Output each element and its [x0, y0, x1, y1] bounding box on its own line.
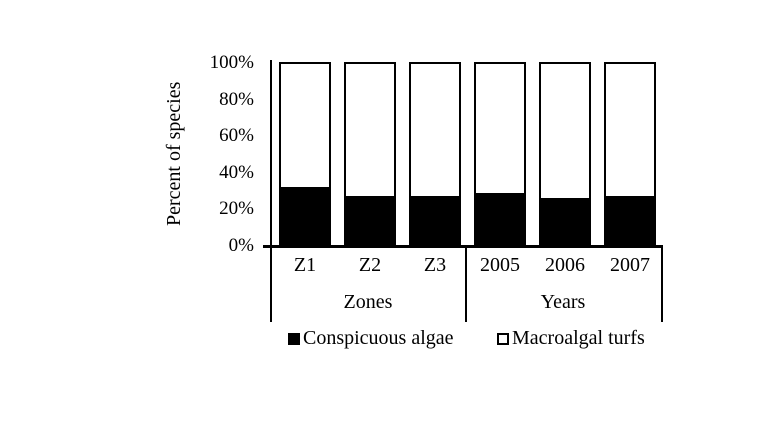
y-tick-label: 80%	[219, 88, 254, 110]
legend-item: Macroalgal turfs	[497, 327, 645, 350]
legend: Conspicuous algae Macroalgal turfs	[0, 327, 775, 351]
bar-2007	[604, 62, 656, 245]
y-tick-label: 40%	[219, 161, 254, 183]
group-separator-line	[465, 248, 467, 322]
bar-segment-conspicuous-algae	[345, 196, 395, 244]
bar-segment-conspicuous-algae	[475, 192, 525, 244]
x-axis-line	[270, 245, 663, 248]
y-axis-zero-tick	[263, 245, 270, 248]
category-label-2006: 2006	[545, 254, 585, 276]
bar-Z2	[344, 62, 396, 245]
y-tick-label: 100%	[209, 52, 254, 73]
y-tick-label: 20%	[219, 198, 254, 220]
bar-2006	[539, 62, 591, 245]
bar-2005	[474, 62, 526, 245]
y-tick-label: 0%	[228, 235, 254, 256]
category-label-2005: 2005	[480, 254, 520, 276]
category-label-Z3: Z3	[423, 254, 447, 276]
y-tick-label: 60%	[219, 125, 254, 147]
category-label-Z2: Z2	[358, 254, 382, 276]
bar-segment-conspicuous-algae	[540, 198, 590, 244]
category-label-2007: 2007	[610, 254, 650, 276]
plot-area	[270, 62, 663, 245]
bar-segment-conspicuous-algae	[410, 196, 460, 244]
legend-label: Macroalgal turfs	[512, 327, 645, 349]
legend-label: Conspicuous algae	[303, 327, 454, 349]
bar-segment-conspicuous-algae	[605, 196, 655, 244]
group-label-zones: Zones	[343, 291, 393, 313]
y-axis-title: Percent of species	[163, 81, 185, 227]
legend-item: Conspicuous algae	[288, 327, 454, 350]
legend-swatch-icon	[288, 332, 300, 345]
bar-Z1	[279, 62, 331, 245]
category-label-Z1: Z1	[293, 254, 317, 276]
y-axis-line	[270, 60, 272, 322]
group-label-years: Years	[540, 291, 586, 313]
legend-swatch-icon	[497, 332, 509, 345]
axis-right-border-line	[661, 248, 663, 322]
bar-segment-conspicuous-algae	[280, 187, 330, 244]
bar-Z3	[409, 62, 461, 245]
